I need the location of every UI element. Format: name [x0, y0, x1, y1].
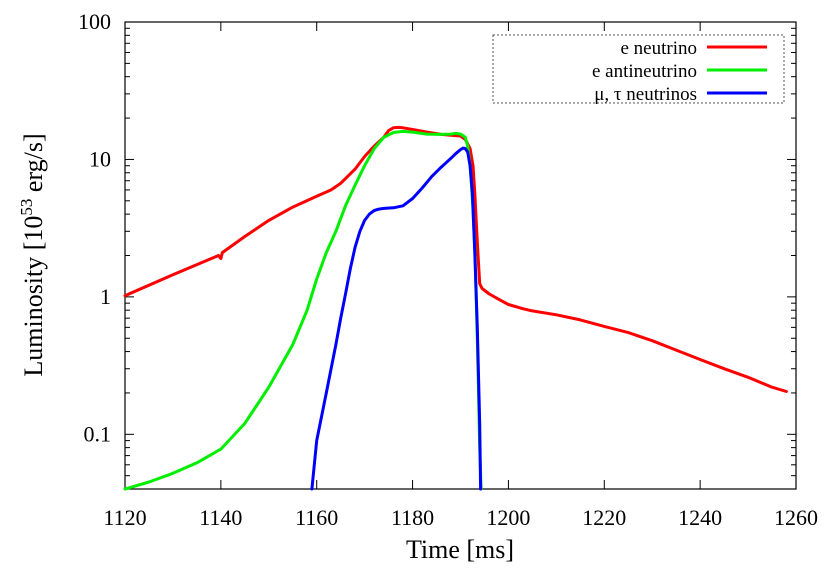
y-tick-label: 1 — [100, 284, 111, 309]
x-tick-label: 1260 — [774, 505, 818, 530]
x-tick-label: 1180 — [391, 505, 434, 530]
y-axis-title: Luminosity [1053 erg/s] — [17, 133, 48, 376]
x-tick-label: 1200 — [486, 505, 530, 530]
x-tick-label: 1140 — [199, 505, 242, 530]
series-group — [123, 125, 788, 491]
series-line-neutrinos — [310, 146, 483, 491]
x-tick-label: 1160 — [295, 505, 338, 530]
series-line-e-antineutrino — [123, 129, 483, 491]
y-tick-label: 10 — [89, 146, 111, 171]
legend-label-e-antineutrino: e antineutrino — [592, 61, 697, 82]
y-tick-label: 100 — [78, 9, 111, 34]
legend-label-mu-tau-neutrinos: μ, τ neutrinos — [594, 84, 697, 105]
x-tick-label: 1240 — [678, 505, 722, 530]
legend: e neutrino e antineutrino μ, τ neutrinos — [492, 34, 785, 105]
x-axis-title: Time [ms] — [406, 535, 514, 564]
y-tick-label: 0.1 — [84, 421, 112, 446]
legend-label-e-neutrino: e neutrino — [620, 38, 697, 59]
series-line-e-neutrino — [123, 125, 788, 393]
axis-ticks: 1120 1140 1160 1180 1200 1220 1240 1260 0.1 1 10 10… — [78, 9, 818, 530]
x-tick-label: 1220 — [582, 505, 626, 530]
x-tick-label: 1120 — [103, 505, 146, 530]
